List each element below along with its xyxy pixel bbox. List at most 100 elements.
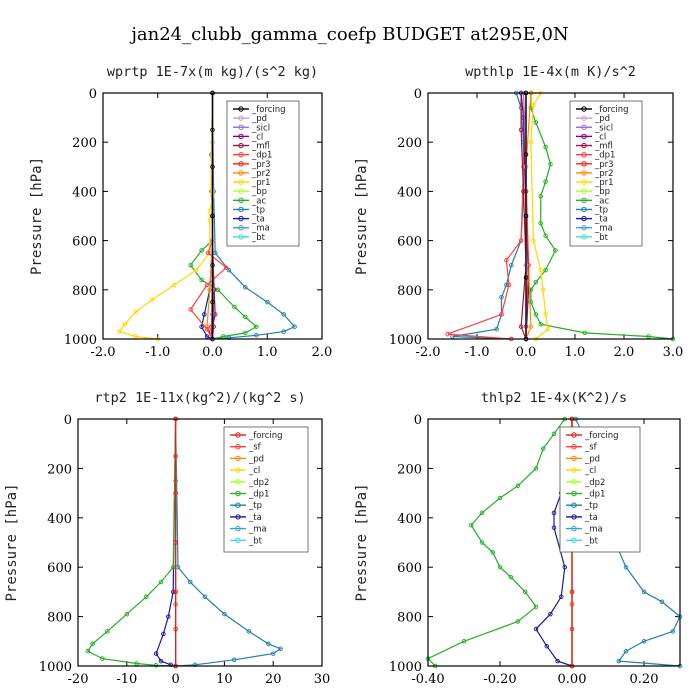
legend-label: _ac [251, 196, 266, 206]
data-point-dp1 [522, 589, 528, 595]
y-axis-label: Pressure [hPa] [4, 483, 20, 601]
data-point-tp [623, 648, 629, 654]
legend-marker [581, 115, 587, 121]
legend-label: _ac [594, 196, 609, 206]
legend-label: _pd [584, 454, 600, 464]
legend-label: _tp [594, 205, 608, 215]
data-point-tp [623, 564, 629, 570]
data-point-dp1 [461, 639, 467, 644]
x-tick-label: 1.0 [565, 345, 586, 360]
data-point-dp1 [533, 466, 539, 471]
data-point-tp [641, 639, 647, 644]
data-point-dp1 [204, 326, 210, 332]
legend-label: _pd [594, 114, 610, 124]
y-tick-label: 800 [47, 611, 72, 626]
data-point-dp1 [497, 495, 503, 501]
legend-marker [235, 514, 241, 520]
legend-marker [581, 234, 587, 240]
legend-marker [238, 170, 244, 176]
data-point-tp [494, 326, 499, 332]
series-line-tp [452, 92, 525, 340]
legend-marker [238, 188, 244, 194]
data-point-dp1 [508, 574, 514, 580]
legend-marker [235, 537, 241, 543]
series-lines [85, 416, 283, 669]
legend-marker [235, 525, 241, 532]
x-tick-label: 0 [171, 672, 179, 687]
legend-marker [581, 142, 587, 149]
legend-label: _forcing [594, 105, 629, 115]
legend-label: _dp1 [248, 490, 269, 500]
data-point-dp1 [499, 312, 504, 317]
legend-label: _pr2 [594, 169, 614, 179]
data-point-tp [226, 267, 232, 273]
data-point-forcing [210, 299, 215, 305]
data-point-dp1 [468, 522, 474, 528]
x-tick-label: -1.0 [145, 345, 170, 360]
legend-marker [571, 525, 577, 532]
legend-label: _bt [594, 233, 609, 243]
data-point-forcing [569, 626, 575, 632]
legend-label: _dp1 [594, 151, 615, 161]
series-lines [425, 416, 683, 669]
legend-marker [571, 479, 577, 485]
data-point-tp [202, 594, 208, 600]
y-axis-label: Pressure [hPa] [354, 483, 370, 601]
data-point-dp1 [506, 282, 512, 288]
legend-label: _ma [594, 224, 613, 234]
y-tick-label: 400 [47, 512, 72, 527]
y-axis-label: Pressure [hPa] [29, 157, 45, 275]
data-point-tp [222, 611, 227, 617]
legend-marker [238, 106, 244, 112]
x-tick-label: -20 [68, 672, 89, 687]
legend-label: _cl [251, 132, 263, 142]
legend-marker [581, 188, 587, 194]
data-point-dp1 [85, 648, 91, 654]
legend-label: _forcing [248, 431, 283, 441]
legend-marker [235, 432, 241, 438]
legend-marker [235, 490, 241, 497]
legend-marker [571, 502, 577, 508]
data-point-ac [243, 314, 248, 320]
data-point-dp1 [518, 238, 524, 243]
y-tick-label: 1000 [39, 660, 72, 675]
legend-marker [238, 115, 244, 121]
data-point-forcing [569, 589, 575, 595]
legend-marker [235, 455, 241, 462]
legend-marker [238, 179, 244, 185]
legend-label: _cl [594, 132, 606, 142]
data-point-tp [670, 629, 676, 634]
plot-frame [427, 418, 681, 667]
series-line-tp [211, 92, 296, 340]
data-point-forcing [523, 152, 529, 157]
x-tick-label: 20 [265, 672, 282, 687]
data-point-tp [187, 579, 193, 585]
figure-title: jan24_clubb_gamma_coefp BUDGET at295E,0N [129, 24, 568, 45]
panel-title: wpthlp 1E-4x(m K)/s^2 [465, 64, 636, 80]
legend-label: _dp2 [584, 478, 605, 488]
data-point-dp1 [533, 604, 539, 609]
data-point-dp1 [515, 483, 521, 488]
data-point-ta [199, 324, 204, 329]
data-point-ac [199, 277, 204, 283]
x-tick-label: 3.0 [663, 345, 684, 360]
data-point-pr1 [545, 326, 551, 332]
legend-label: _tp [584, 501, 598, 511]
data-point-ac [533, 312, 539, 317]
data-point-pr2 [528, 324, 534, 329]
data-point-pr1 [531, 238, 536, 243]
y-tick-label: 1000 [389, 660, 422, 675]
chart-panels: wprtp 1E-7x(m kg)/(s^2 kg) Pressure [hPa]… [4, 64, 683, 687]
data-point-forcing [173, 540, 178, 545]
x-tick-label: 30 [314, 672, 331, 687]
y-tick-label: 0 [414, 87, 422, 102]
data-point-dp1 [515, 619, 521, 624]
legend-label: _bt [251, 233, 266, 243]
data-point-ac [188, 262, 193, 268]
y-tick-label: 0 [89, 87, 97, 102]
data-point-tp [266, 641, 271, 647]
legend-label: _tp [251, 205, 265, 215]
legend-label: _pr3 [251, 160, 271, 170]
series-line-dp1 [426, 418, 566, 667]
series-line-ac [530, 93, 674, 340]
